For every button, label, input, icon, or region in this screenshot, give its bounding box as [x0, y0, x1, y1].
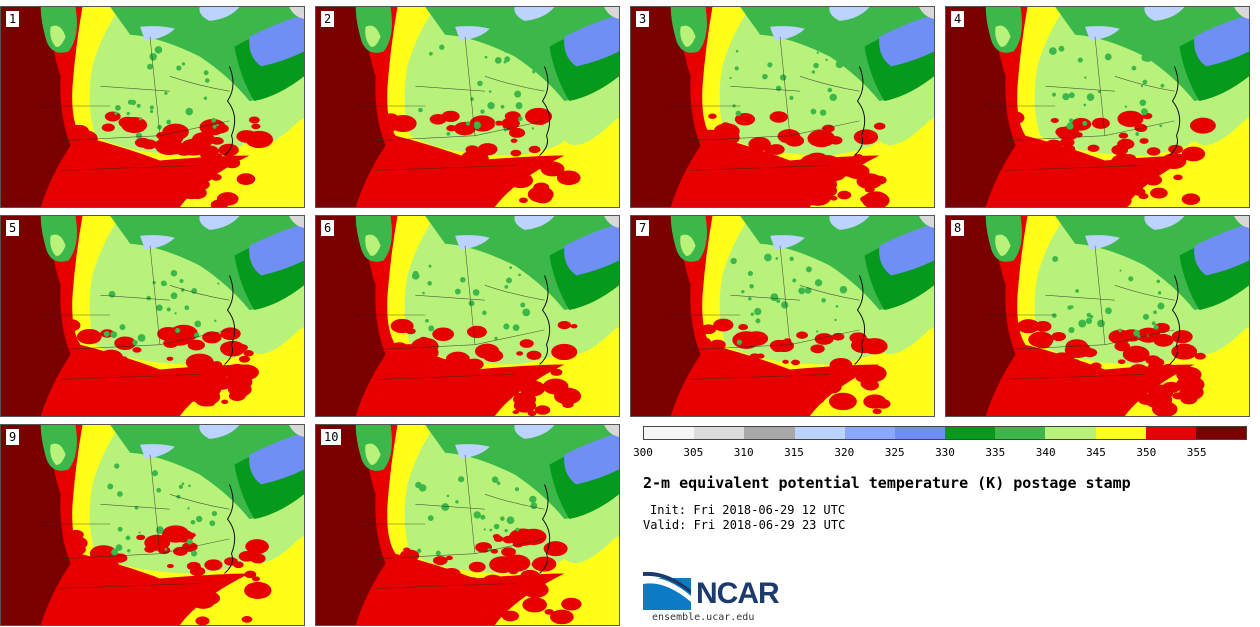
member-number-label: 6 [321, 220, 335, 236]
colorbar-tick-label: 305 [683, 446, 704, 459]
colorbar-tick-label: 325 [884, 446, 905, 459]
logo-site: ensemble.ucar.edu [652, 612, 755, 623]
postage-stamp-map: 3 [630, 6, 935, 208]
member-number-label: 3 [636, 11, 650, 27]
colorbar [643, 426, 1247, 440]
member-map-graphic [1, 7, 304, 207]
colorbar-cell [1195, 427, 1247, 439]
colorbar-cell [844, 427, 895, 439]
colorbar-tick-label: 350 [1136, 446, 1157, 459]
colorbar-cell [694, 427, 745, 439]
postage-stamp-map: 7 [630, 215, 935, 417]
member-number-label: 4 [951, 11, 965, 27]
plot-title: 2-m equivalent potential temperature (K)… [643, 474, 1131, 492]
colorbar-tick-label: 300 [633, 446, 653, 459]
postage-stamp-map: 5 [0, 215, 305, 417]
member-map-graphic [631, 7, 934, 207]
colorbar-tick-label: 330 [935, 446, 955, 459]
colorbar-cell [945, 427, 996, 439]
postage-stamp-map: 9 [0, 424, 305, 626]
postage-stamp-map: 4 [945, 6, 1250, 208]
colorbar-tick-label: 340 [1035, 446, 1056, 459]
member-map-graphic [1, 425, 304, 625]
member-number-label: 8 [951, 220, 965, 236]
member-map-graphic [316, 425, 619, 625]
postage-stamp-map: 8 [945, 215, 1250, 417]
colorbar-cell [1045, 427, 1096, 439]
colorbar-cell [1145, 427, 1196, 439]
colorbar-tick-label: 320 [834, 446, 855, 459]
init-time: Init: Fri 2018-06-29 12 UTC [650, 503, 846, 517]
logo-name: NCAR [696, 577, 780, 610]
member-map-graphic [316, 7, 619, 207]
colorbar-ticks: 300 305 310 315 320 325 330 335 340 345 350 355 [633, 446, 1247, 460]
member-map-graphic [316, 216, 619, 416]
member-number-label: 5 [6, 220, 20, 236]
member-number-label: 10 [321, 429, 342, 445]
colorbar-cell [995, 427, 1046, 439]
colorbar-tick-label: 335 [985, 446, 1006, 459]
postage-stamp-map: 10 [315, 424, 620, 626]
member-number-label: 7 [636, 220, 650, 236]
member-map-graphic [946, 216, 1249, 416]
member-map-graphic [1, 216, 304, 416]
colorbar-tick-label: 310 [733, 446, 754, 459]
member-map-graphic [631, 216, 934, 416]
colorbar-cell [744, 427, 795, 439]
member-number-label: 9 [6, 429, 20, 445]
member-map-graphic [946, 7, 1249, 207]
member-number-label: 2 [321, 11, 335, 27]
valid-time: Valid: Fri 2018-06-29 23 UTC [643, 518, 846, 532]
colorbar-cell [894, 427, 946, 439]
postage-stamp-map: 2 [315, 6, 620, 208]
colorbar-cell [1095, 427, 1146, 439]
member-number-label: 1 [6, 11, 20, 27]
postage-stamp-map: 1 [0, 6, 305, 208]
colorbar-tick-label: 315 [784, 446, 804, 459]
colorbar-tick-label: 355 [1186, 446, 1207, 459]
colorbar-cell [794, 427, 845, 439]
postage-stamp-map: 6 [315, 215, 620, 417]
colorbar-tick-label: 345 [1086, 446, 1106, 459]
colorbar-cell [644, 427, 695, 439]
ncar-logo-icon [643, 571, 691, 610]
